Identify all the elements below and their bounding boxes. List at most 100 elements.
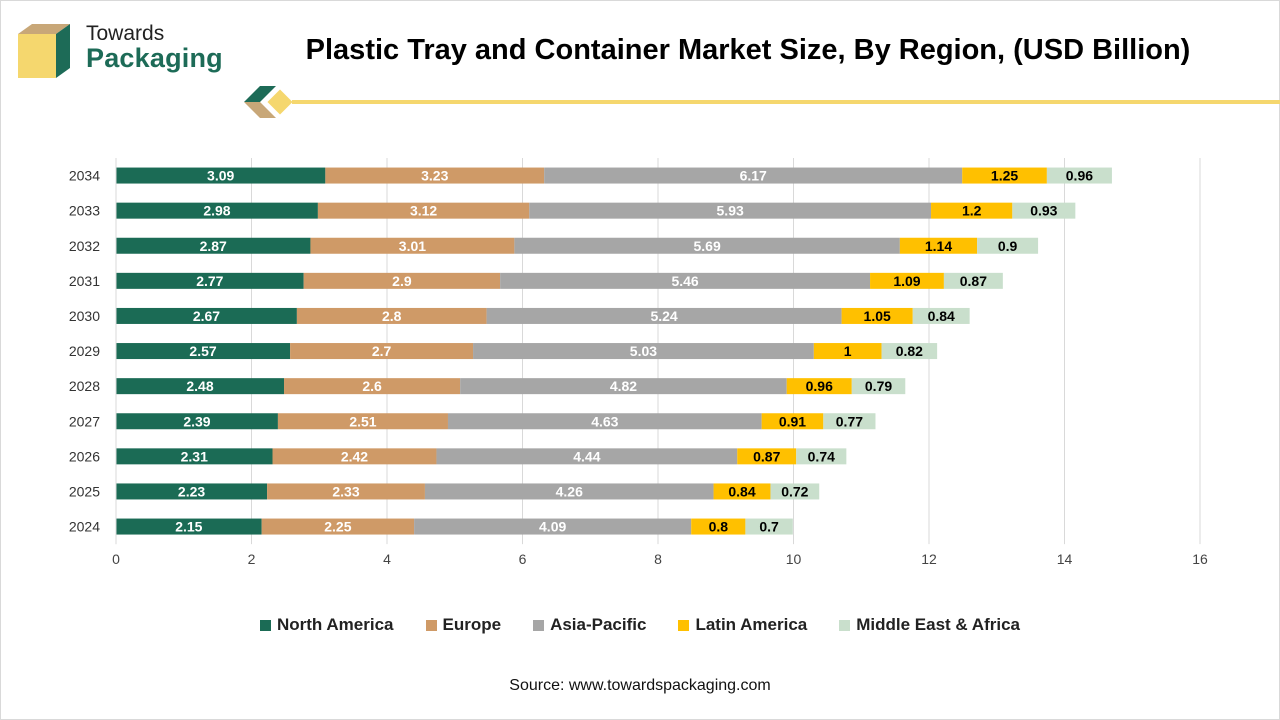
- legend-item: North America: [259, 615, 394, 635]
- bar-segment: [691, 518, 746, 535]
- data-label: 2.42: [341, 448, 368, 464]
- x-tick-label: 4: [383, 551, 391, 567]
- data-label: 2.23: [178, 483, 205, 499]
- legend-swatch: [425, 619, 437, 631]
- y-tick-label: 2031: [69, 273, 100, 289]
- data-label: 0.87: [753, 448, 780, 464]
- data-label: 0.79: [865, 378, 892, 394]
- data-label: 0.96: [1066, 168, 1093, 184]
- bar-segment: [424, 483, 714, 500]
- bar-segment: [261, 518, 415, 535]
- data-label: 0.74: [808, 448, 835, 464]
- data-label: 2.9: [392, 273, 412, 289]
- x-tick-label: 0: [112, 551, 120, 567]
- bar-segment: [737, 448, 797, 465]
- bar-segment: [1012, 202, 1076, 219]
- box-logo-icon: [18, 24, 70, 78]
- bar-segment: [943, 272, 1003, 289]
- y-tick-label: 2032: [69, 238, 100, 254]
- brand-name-line2: Packaging: [86, 43, 223, 73]
- data-label: 2.15: [175, 519, 202, 535]
- bar-segment: [290, 343, 474, 360]
- x-tick-label: 8: [654, 551, 662, 567]
- bar-segment: [116, 413, 278, 430]
- bar-segment: [116, 343, 291, 360]
- legend-item: Europe: [425, 615, 502, 635]
- legend-swatch: [839, 619, 851, 631]
- bar-segment: [267, 483, 425, 500]
- bar-segment: [303, 272, 501, 289]
- bar-segment: [116, 272, 304, 289]
- y-tick-label: 2030: [69, 308, 100, 324]
- bar-segment: [325, 167, 545, 184]
- bar-segment: [931, 202, 1013, 219]
- data-label: 2.39: [183, 413, 210, 429]
- data-label: 1.14: [925, 238, 952, 254]
- data-label: 2.51: [349, 413, 376, 429]
- bar-segment: [460, 378, 787, 395]
- bar-segment: [786, 378, 852, 395]
- bar-segment: [414, 518, 692, 535]
- data-label: 0.91: [779, 413, 806, 429]
- bar-segment: [277, 413, 448, 430]
- x-tick-label: 12: [921, 551, 937, 567]
- legend-item: Middle East & Africa: [839, 615, 1020, 635]
- bar-segment: [841, 307, 913, 324]
- x-tick-label: 16: [1192, 551, 1208, 567]
- data-label: 2.77: [196, 273, 223, 289]
- data-label: 2.48: [186, 378, 213, 394]
- data-label: 2.57: [189, 343, 216, 359]
- data-label: 5.69: [693, 238, 720, 254]
- bar-segment: [486, 307, 842, 324]
- bar-segment: [1046, 167, 1112, 184]
- data-label: 4.26: [556, 483, 583, 499]
- y-tick-label: 2034: [69, 168, 100, 184]
- title-divider: [244, 86, 1280, 118]
- data-label: 3.01: [399, 238, 426, 254]
- data-label: 0.84: [728, 483, 755, 499]
- data-label: 0.7: [759, 519, 779, 535]
- data-label: 0.72: [781, 483, 808, 499]
- data-label: 5.24: [650, 308, 677, 324]
- y-tick-label: 2026: [69, 448, 100, 464]
- bar-segment: [284, 378, 461, 395]
- bar-segment: [296, 307, 487, 324]
- legend-item: Asia-Pacific: [533, 615, 646, 635]
- bar-segment: [745, 518, 793, 535]
- data-label: 1.05: [864, 308, 891, 324]
- bar-segment: [317, 202, 530, 219]
- chart-title: Plastic Tray and Container Market Size, …: [305, 34, 1191, 66]
- data-label: 4.82: [610, 378, 637, 394]
- data-label: 1.2: [962, 203, 982, 219]
- bar-segment: [116, 378, 285, 395]
- bar-segment: [962, 167, 1047, 184]
- bar-segment: [770, 483, 820, 500]
- legend-label: Europe: [442, 615, 502, 634]
- data-label: 1.25: [991, 168, 1018, 184]
- data-label: 2.8: [382, 308, 402, 324]
- bar-segment: [116, 518, 262, 535]
- legend-label: Middle East & Africa: [856, 615, 1020, 634]
- bar-segment: [473, 343, 814, 360]
- data-label: 5.46: [671, 273, 698, 289]
- legend-swatch: [259, 619, 271, 631]
- bar-segment: [272, 448, 437, 465]
- x-tick-label: 6: [519, 551, 527, 567]
- y-tick-label: 2024: [69, 519, 100, 535]
- data-label: 3.23: [421, 168, 448, 184]
- legend-swatch: [533, 619, 545, 631]
- data-label: 4.63: [591, 413, 618, 429]
- x-tick-label: 14: [1057, 551, 1073, 567]
- y-tick-label: 2029: [69, 343, 100, 359]
- data-label: 0.8: [709, 519, 729, 535]
- bar-segment: [544, 167, 963, 184]
- data-label: 3.12: [410, 203, 437, 219]
- bar-segment: [116, 237, 311, 254]
- data-label: 0.9: [998, 238, 1018, 254]
- bar-segment: [870, 272, 944, 289]
- x-tick-label: 2: [248, 551, 256, 567]
- data-label: 6.17: [740, 168, 767, 184]
- bar-segment: [881, 343, 938, 360]
- bar-segment: [813, 343, 882, 360]
- data-label: 4.44: [573, 448, 600, 464]
